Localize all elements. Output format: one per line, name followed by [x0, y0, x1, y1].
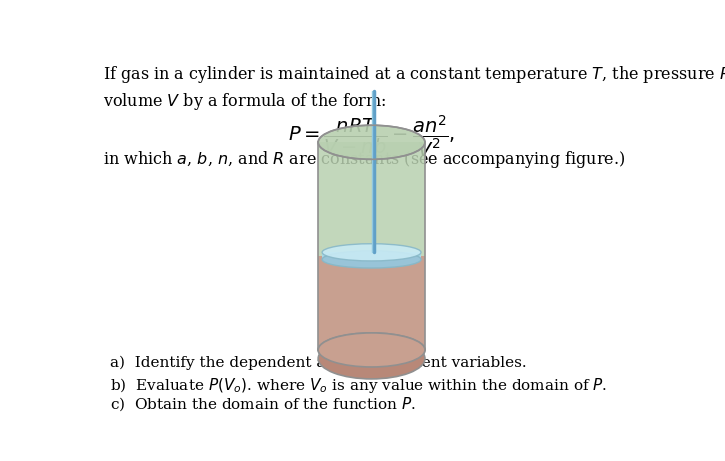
Ellipse shape [318, 333, 425, 367]
Polygon shape [318, 256, 425, 350]
Text: b)  Evaluate $P(V_o)$. where $V_o$ is any value within the domain of $P$.: b) Evaluate $P(V_o)$. where $V_o$ is any… [110, 376, 608, 395]
Ellipse shape [322, 244, 421, 261]
Ellipse shape [318, 333, 425, 367]
Text: a)  Identify the dependent and independent variables.: a) Identify the dependent and independen… [110, 355, 527, 370]
Polygon shape [322, 252, 421, 260]
Text: $P = \dfrac{nRT}{V - nb} - \dfrac{an^2}{V^2},$: $P = \dfrac{nRT}{V - nb} - \dfrac{an^2}{… [288, 114, 455, 160]
Text: If gas in a cylinder is maintained at a constant temperature $T$, the pressure $: If gas in a cylinder is maintained at a … [103, 64, 725, 112]
Polygon shape [318, 142, 425, 256]
Text: in which $a$, $b$, $n$, and $R$ are constants (see accompanying figure.): in which $a$, $b$, $n$, and $R$ are cons… [103, 149, 625, 171]
Ellipse shape [318, 125, 425, 160]
Ellipse shape [322, 251, 421, 268]
Ellipse shape [318, 338, 425, 379]
Text: c)  Obtain the domain of the function $P$.: c) Obtain the domain of the function $P$… [110, 396, 416, 413]
